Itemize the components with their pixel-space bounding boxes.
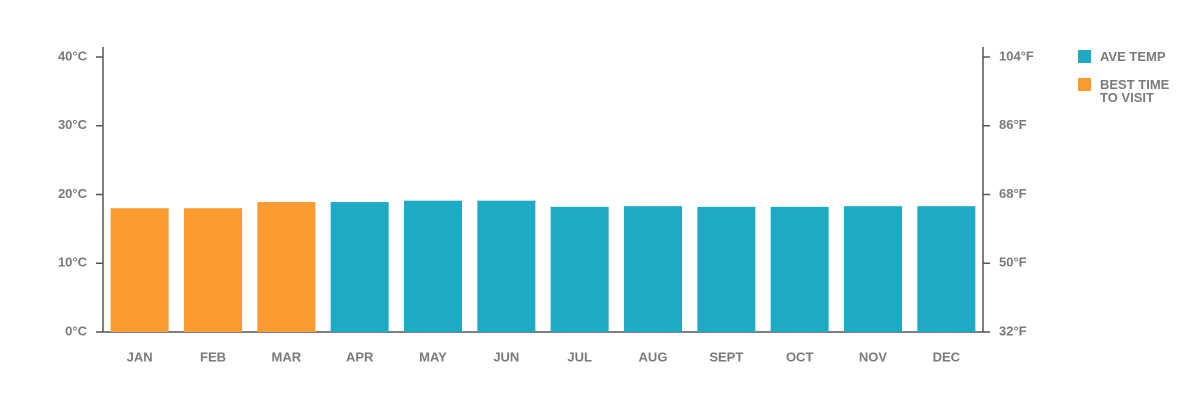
x-tick-label: JUN xyxy=(493,349,519,364)
legend-swatch xyxy=(1078,78,1091,91)
legend-item: BEST TIME TO VISIT xyxy=(1078,78,1178,104)
x-tick-label: MAY xyxy=(419,349,447,364)
x-tick-label: OCT xyxy=(786,349,814,364)
bar xyxy=(184,208,242,332)
x-tick-label: SEPT xyxy=(709,349,743,364)
x-tick-label: NOV xyxy=(859,349,888,364)
legend-label: AVE TEMP xyxy=(1100,49,1166,64)
y-tick-label: 30°C xyxy=(58,117,88,132)
y-tick-label: 40°C xyxy=(58,48,88,63)
y2-tick-label: 104°F xyxy=(999,48,1034,63)
bar xyxy=(404,200,462,332)
bar xyxy=(110,208,169,332)
y2-tick-label: 50°F xyxy=(999,255,1027,270)
x-tick-label: APR xyxy=(346,349,374,364)
y-tick-label: 20°C xyxy=(58,186,88,201)
bar xyxy=(257,202,316,332)
legend-swatch xyxy=(1078,50,1091,63)
y-tick-label: 0°C xyxy=(65,323,87,338)
bar xyxy=(697,206,756,332)
bar xyxy=(624,206,682,332)
bar xyxy=(550,206,609,332)
x-tick-label: AUG xyxy=(639,349,668,364)
x-tick-label: JUL xyxy=(567,349,592,364)
bar xyxy=(844,206,902,332)
legend-item: AVE TEMP xyxy=(1078,50,1178,63)
y2-tick-label: 32°F xyxy=(999,323,1027,338)
x-tick-label: DEC xyxy=(933,349,961,364)
legend-label: BEST TIME TO VISIT xyxy=(1100,77,1170,105)
y2-tick-label: 86°F xyxy=(999,117,1027,132)
x-tick-label: JAN xyxy=(127,349,153,364)
bar xyxy=(477,200,536,332)
bar xyxy=(917,206,976,332)
y-tick-label: 10°C xyxy=(58,255,88,270)
bar xyxy=(330,202,389,332)
bar xyxy=(770,206,829,332)
y2-tick-label: 68°F xyxy=(999,186,1027,201)
x-tick-label: FEB xyxy=(200,349,226,364)
x-tick-label: MAR xyxy=(272,349,302,364)
